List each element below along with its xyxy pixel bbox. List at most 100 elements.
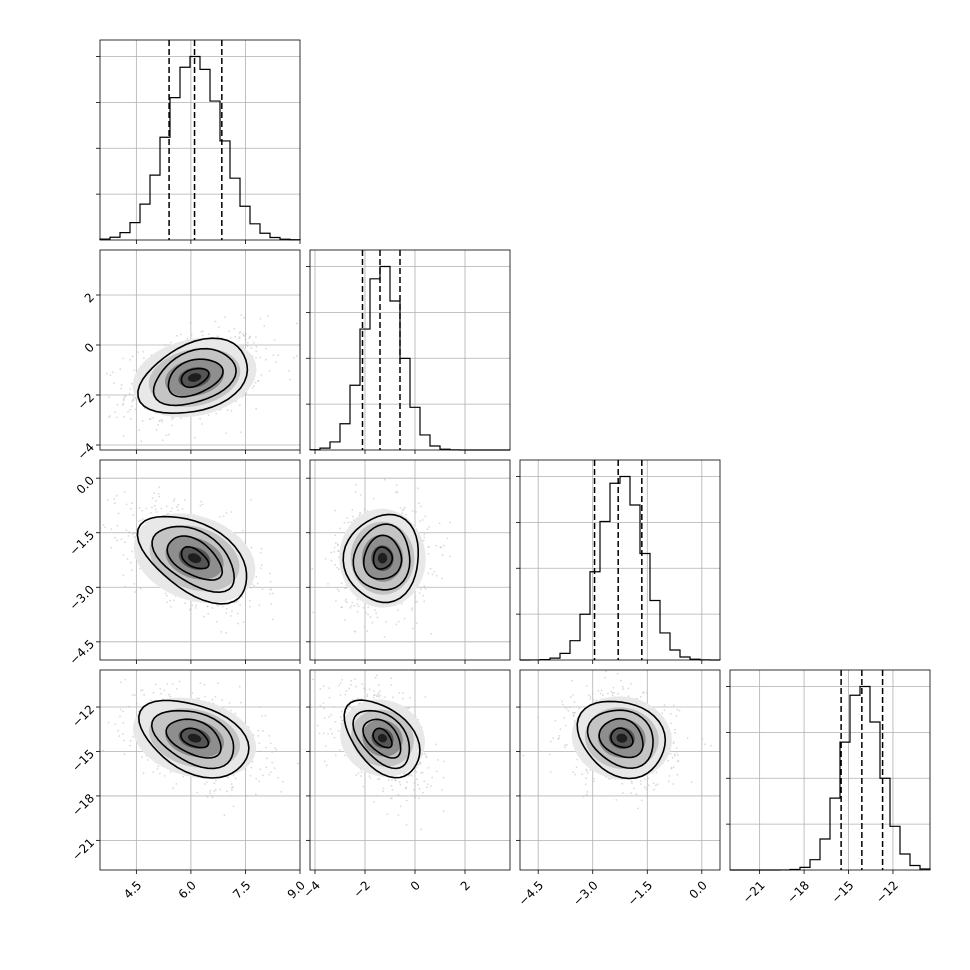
scatter-point-2-0-90 (259, 567, 262, 569)
scatter-point-2-1-410 (433, 570, 436, 573)
scatter-point-1-0-536 (132, 396, 135, 398)
scatter-point-3-0-264 (141, 689, 144, 691)
contour-2-1-3 (342, 513, 420, 604)
scatter-point-3-1-503 (405, 799, 408, 802)
scatter-point-3-0-286 (169, 771, 172, 773)
scatter-point-3-0-696 (143, 694, 146, 696)
scatter-point-2-0-531 (184, 602, 187, 604)
scatter-point-3-1-596 (414, 796, 416, 799)
scatter-point-3-1-483 (417, 783, 419, 786)
scatter-point-3-2-259 (607, 692, 609, 695)
scatter-point-2-1-174 (427, 552, 430, 555)
scatter-point-3-1-302 (360, 771, 363, 773)
scatter-point-1-0-407 (288, 378, 291, 381)
scatter-point-3-0-516 (118, 735, 121, 737)
scatter-point-2-0-106 (236, 612, 239, 615)
scatter-point-1-0-248 (119, 368, 122, 371)
scatter-point-3-1-623 (415, 778, 418, 781)
ytick-label-1-1: −2 (75, 390, 97, 412)
scatter-point-2-0-264 (272, 592, 274, 595)
scatter-point-3-1-227 (357, 772, 360, 774)
scatter-point-3-2-421 (604, 676, 606, 679)
scatter-point-3-1-210 (424, 752, 426, 755)
scatter-point-2-1-260 (364, 611, 367, 614)
scatter-point-2-1-600 (363, 625, 366, 628)
scatter-point-2-0-316 (241, 595, 243, 598)
scatter-point-3-2-454 (673, 728, 676, 731)
scatter-point-3-1-202 (319, 688, 322, 690)
scatter-point-3-2-10 (564, 744, 566, 746)
scatter-point-2-0-87 (270, 603, 273, 605)
scatter-point-2-0-157 (130, 507, 132, 510)
scatter-point-3-2-168 (616, 672, 619, 675)
contour-2-1-1 (362, 534, 403, 580)
scatter-point-2-1-346 (346, 517, 348, 519)
scatter-point-3-1-484 (360, 775, 362, 777)
contour-1-0-3 (137, 337, 249, 415)
scatter-point-3-1-466 (339, 716, 342, 718)
ytick-label-1-3: 2 (82, 290, 97, 305)
scatter-point-1-0-285 (131, 398, 134, 401)
scatter-point-3-0-391 (147, 759, 150, 761)
scatter-point-2-1-638 (374, 609, 376, 611)
scatter-point-3-1-280 (322, 685, 325, 688)
scatter-point-3-2-134 (671, 756, 674, 759)
scatter-point-3-0-248 (150, 699, 153, 702)
scatter-point-1-0-672 (127, 410, 129, 413)
scatter-point-1-0-440 (244, 338, 247, 341)
scatter-point-3-2-225 (676, 708, 679, 711)
scatter-point-3-1-446 (369, 777, 372, 779)
scatter-point-3-0-69 (246, 795, 248, 797)
scatter-point-3-0-280 (230, 783, 233, 786)
scatter-point-2-1-216 (405, 513, 407, 516)
scatter-point-3-0-531 (159, 687, 162, 690)
scatter-point-1-0-486 (190, 333, 193, 336)
scatter-point-3-1-394 (413, 782, 416, 784)
scatter-point-2-0-527 (249, 587, 252, 589)
scatter-point-2-1-445 (334, 542, 337, 545)
xtick-label-0-0: 4.5 (121, 878, 144, 901)
scatter-point-3-0-657 (199, 682, 202, 684)
scatter-point-1-0-566 (122, 435, 125, 437)
contour-3-0-0 (180, 727, 210, 749)
scatter-point-2-1-147 (395, 491, 397, 494)
scatter-point-3-2-253 (670, 713, 672, 715)
scatter-point-3-0-217 (172, 787, 175, 790)
scatter-point-1-0-298 (265, 358, 267, 361)
scatter-point-3-1-400 (368, 688, 371, 691)
scatter-point-2-1-563 (327, 583, 329, 585)
scatter-point-1-0-386 (189, 321, 192, 324)
scatter-point-3-2-124 (582, 795, 585, 798)
scatter-point-3-0-369 (257, 735, 259, 737)
scatter-point-3-0-197 (265, 746, 267, 749)
scatter-point-2-1-578 (436, 574, 438, 577)
scatter-point-1-0-622 (201, 423, 204, 425)
scatter-point-3-2-342 (589, 698, 592, 700)
scatter-point-3-2-603 (574, 773, 577, 776)
scatter-point-3-1-418 (319, 704, 322, 707)
scatter-point-3-0-576 (203, 683, 206, 686)
scatter-point-2-1-110 (376, 616, 379, 619)
scatter-point-3-0-139 (282, 780, 284, 783)
scatter-point-3-0-639 (259, 706, 261, 708)
scatter-point-3-2-255 (592, 777, 595, 780)
scatter-point-1-0-426 (116, 403, 119, 406)
scatter-point-2-0-564 (113, 502, 116, 504)
scatter-point-3-0-24 (244, 768, 247, 771)
scatter-point-1-0-603 (161, 418, 163, 421)
scatter-point-2-0-545 (129, 561, 132, 564)
scatter-point-2-1-120 (335, 600, 337, 602)
scatter-point-2-1-553 (420, 588, 422, 590)
scatter-point-3-0-592 (257, 729, 260, 732)
scatter-point-2-0-310 (215, 603, 218, 606)
frame-3-2 (519, 669, 721, 871)
scatter-point-1-0-215 (140, 440, 143, 443)
scatter-point-2-0-71 (158, 486, 161, 489)
scatter-point-3-0-600 (275, 748, 278, 751)
scatter-point-1-0-373 (234, 335, 237, 338)
scatter-point-3-0-425 (214, 696, 217, 698)
scatter-point-2-1-100 (435, 544, 438, 547)
scatter-point-3-1-625 (429, 785, 432, 787)
scatter-point-2-0-551 (123, 491, 126, 494)
scatter-point-3-1-217 (327, 733, 329, 735)
